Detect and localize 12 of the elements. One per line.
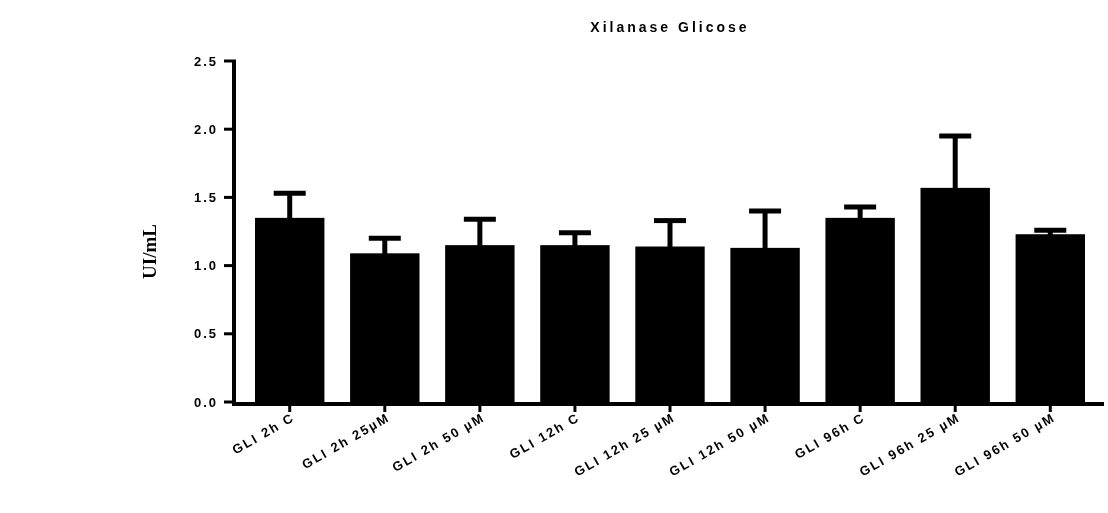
y-tick-label: 0.5 (193, 326, 218, 342)
x-tick-label: GLI 12h C (506, 409, 583, 462)
x-tick-label: GLI 2h 50 µM (389, 409, 488, 475)
y-tick-label: 1.5 (193, 189, 218, 205)
y-tick-label: 2.0 (193, 121, 218, 137)
y-tick-label: 2.5 (193, 53, 218, 69)
y-tick-label: 0.0 (193, 394, 218, 410)
x-tick-label: GLI 96h C (792, 409, 868, 462)
y-axis-title: UI/mL (139, 224, 160, 279)
y-tick-label: 1.0 (193, 258, 218, 274)
x-tick-label: GLI 2h C (229, 409, 298, 458)
chart-title: Xilanase Glicose (590, 19, 750, 35)
